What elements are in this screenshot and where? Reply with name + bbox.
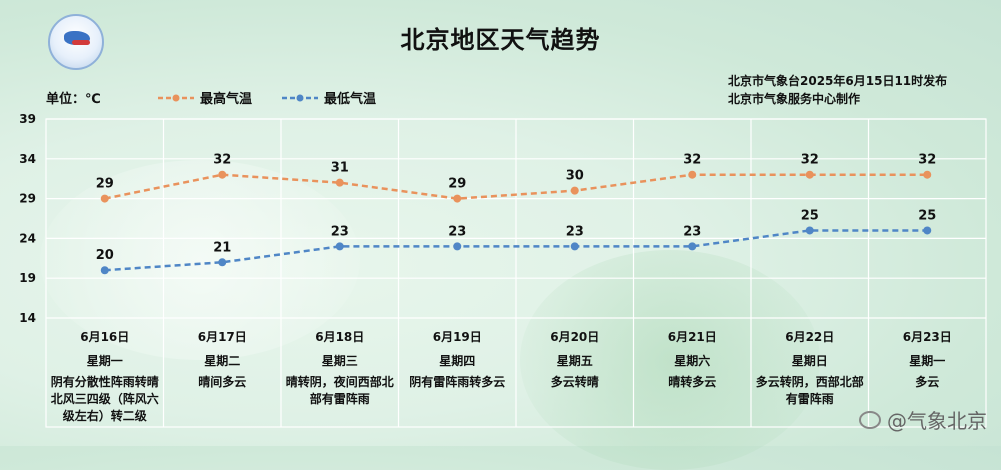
data-label-low: 23 (566, 224, 584, 239)
description-row: 阴有分散性阵雨转晴北风三四级（阵风六级左右）转二级 晴间多云 晴转阴，夜间西部北… (46, 374, 986, 425)
weekday-label: 星期四 (439, 354, 476, 368)
weather-description: 晴转阴，夜间西部北部有雷阵雨 (285, 375, 394, 406)
background-blob (520, 250, 820, 470)
date-label: 6月22日 (785, 330, 835, 344)
data-label-high: 32 (213, 153, 231, 168)
weather-description: 晴转多云 (668, 375, 717, 389)
legend-high-label: 最高气温 (200, 92, 253, 107)
series-line-low (104, 229, 928, 272)
legend-low-swatch-icon (282, 94, 318, 101)
data-label-low: 23 (448, 224, 466, 239)
legend-high-swatch-icon (158, 94, 194, 101)
producer: 北京市气象服务中心制作 (728, 92, 861, 106)
y-tick-label: 29 (19, 192, 36, 206)
weekday-label: 星期一 (86, 354, 123, 368)
data-point-high (688, 170, 697, 179)
date-label: 6月17日 (197, 330, 247, 344)
data-label-low: 23 (683, 224, 701, 239)
weekday-label: 星期三 (321, 354, 358, 368)
data-point-low (335, 242, 344, 251)
date-label: 6月21日 (667, 330, 717, 344)
background-blob (40, 160, 360, 360)
data-label-high: 32 (683, 153, 701, 168)
weekday-label: 星期一 (909, 354, 946, 368)
data-label-low: 25 (918, 208, 936, 223)
data-label-high: 29 (96, 177, 114, 192)
weekday-label: 星期六 (674, 354, 711, 368)
weibo-icon (859, 410, 881, 429)
data-label-low: 23 (331, 224, 349, 239)
data-point-low (805, 226, 814, 235)
data-label-low: 20 (96, 248, 114, 263)
data-point-high (570, 186, 579, 195)
data-point-low (923, 226, 932, 235)
data-point-low (688, 242, 697, 251)
data-point-high (335, 178, 344, 187)
y-tick-label: 24 (19, 231, 36, 245)
weekday-row: 星期一 星期二 星期三 星期四 星期五 星期六 星期日 星期一 (46, 352, 986, 369)
meteorological-logo-icon (48, 14, 104, 70)
data-point-high (218, 170, 227, 179)
data-label-high: 32 (918, 153, 936, 168)
data-point-low (453, 242, 462, 251)
date-label: 6月16日 (80, 330, 130, 344)
weekday-label: 星期二 (204, 354, 241, 368)
data-label-high: 32 (801, 153, 819, 168)
data-point-low (570, 242, 579, 251)
weather-description: 晴间多云 (198, 375, 247, 389)
data-point-high (100, 194, 109, 203)
data-point-high (805, 170, 814, 179)
data-point-low (100, 266, 109, 275)
y-tick-label: 19 (19, 271, 36, 285)
y-tick-label: 34 (19, 152, 36, 166)
watermark-text: @气象北京 (887, 409, 987, 433)
weekday-label: 星期日 (791, 354, 828, 368)
weather-description: 阴有分散性阵雨转晴北风三四级（阵风六级左右）转二级 (50, 375, 159, 423)
weekday-label: 星期五 (556, 354, 593, 368)
weather-description: 多云转阴，西部北部有雷阵雨 (755, 375, 864, 406)
data-label-low: 21 (213, 240, 231, 255)
date-label: 6月19日 (432, 330, 482, 344)
data-label-high: 30 (566, 169, 584, 184)
data-label-high: 29 (448, 177, 466, 192)
temperature-chart: 14 19 24 29 34 39 29 32 31 29 30 32 32 32 20 21 23 23 23 23… (19, 112, 937, 325)
issuer-info: 北京市气象台2025年6月15日11时发布 北京市气象服务中心制作 (728, 72, 947, 108)
date-row: 6月16日 6月17日 6月18日 6月19日 6月20日 6月21日 6月22… (46, 328, 986, 345)
weather-description: 多云 (915, 375, 940, 389)
data-label-low: 25 (801, 208, 819, 223)
unit-label: 单位：℃ (46, 92, 101, 107)
issue-time: 北京市气象台2025年6月15日11时发布 (728, 74, 948, 88)
data-point-high (453, 194, 462, 203)
y-tick-label: 14 (19, 311, 36, 325)
date-label: 6月20日 (550, 330, 600, 344)
series-line-high (104, 173, 928, 200)
data-point-low (218, 258, 227, 267)
legend-low-label: 最低气温 (324, 92, 377, 107)
date-label: 6月23日 (902, 330, 952, 344)
legend-low: 最低气温 (280, 88, 376, 107)
page-title: 北京地区天气趋势 (400, 26, 601, 54)
watermark: @气象北京 (859, 405, 987, 434)
date-label: 6月18日 (315, 330, 365, 344)
data-point-high (923, 170, 932, 179)
weather-description: 阴有雷阵雨转多云 (409, 375, 506, 389)
y-tick-label: 39 (19, 112, 36, 126)
weather-description: 多云转晴 (550, 375, 599, 389)
data-label-high: 31 (331, 161, 349, 176)
legend-high: 最高气温 (156, 88, 252, 107)
